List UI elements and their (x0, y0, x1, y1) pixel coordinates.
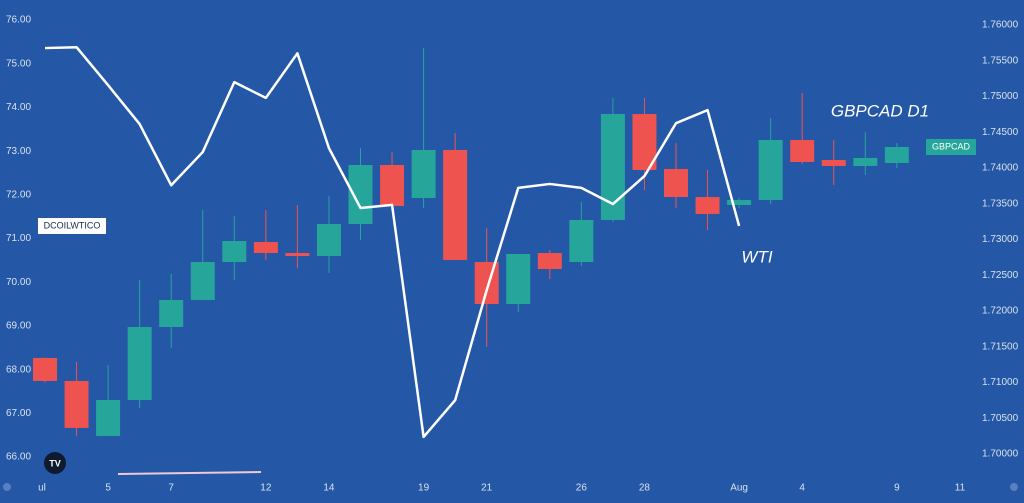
x-tick-label: 28 (639, 483, 651, 494)
candle-body (64, 380, 89, 428)
series-label-box (38, 218, 106, 234)
series-label: GBPCAD (932, 141, 971, 151)
y-tick-label: 66.00 (6, 452, 31, 463)
x-tick-label: 19 (418, 483, 430, 494)
y2-tick-label: 1.74000 (982, 163, 1019, 174)
candle-body (727, 200, 752, 205)
series-label-box (926, 138, 976, 155)
y-tick-label: 76.00 (6, 15, 31, 26)
settings-icon[interactable] (3, 483, 11, 491)
candle-body (190, 262, 215, 300)
x-tick-label: ul (38, 483, 46, 494)
y-tick-label: 68.00 (6, 364, 31, 375)
y-tick-label: 67.00 (6, 408, 31, 419)
y2-tick-label: 1.73500 (982, 198, 1019, 209)
series-label: DCOILWTICO (44, 220, 101, 230)
y-tick-label: 69.00 (6, 321, 31, 332)
y2-tick-label: 1.73000 (982, 234, 1019, 245)
candle-body (790, 139, 815, 163)
candle-body (222, 241, 247, 263)
candle-body (884, 146, 909, 164)
x-tick-label: 5 (105, 483, 111, 494)
candle-body (821, 160, 846, 167)
candle-body (474, 262, 499, 304)
svg-text:TV: TV (49, 458, 61, 468)
y2-tick-label: 1.71500 (982, 341, 1019, 352)
candle-body (443, 149, 468, 261)
annotation: GBPCAD D1 (831, 101, 929, 120)
candle-body (316, 223, 341, 257)
x-tick-label: 12 (260, 483, 272, 494)
candle-body (537, 253, 562, 270)
candle-body (758, 139, 783, 201)
x-tick-label: 14 (323, 483, 335, 494)
settings-icon[interactable] (1010, 483, 1018, 491)
annotation: WTI (741, 247, 772, 266)
y2-tick-label: 1.70500 (982, 413, 1019, 424)
candle-body (96, 400, 121, 436)
x-tick-label: 11 (955, 483, 966, 494)
candle-body (506, 254, 531, 304)
candle-body (695, 197, 720, 214)
candle-body (853, 157, 878, 167)
candle-body (600, 114, 625, 220)
candle-body (664, 169, 688, 198)
candle-body (127, 327, 152, 401)
y2-tick-label: 1.71000 (982, 377, 1019, 388)
y-tick-label: 72.00 (6, 190, 31, 201)
x-tick-label: 7 (168, 483, 174, 494)
x-tick-label: 21 (481, 483, 493, 494)
y2-tick-label: 1.72500 (982, 270, 1019, 281)
y-tick-label: 71.00 (6, 233, 31, 244)
candle-body (33, 357, 57, 381)
drawing (117, 471, 262, 475)
y2-tick-label: 1.76000 (982, 20, 1019, 31)
candle-body (159, 299, 184, 328)
candle-body (569, 219, 594, 263)
y-tick-label: 74.00 (6, 102, 31, 113)
candle-body (411, 149, 436, 199)
y2-tick-label: 1.72000 (982, 306, 1019, 317)
candle-body (253, 242, 278, 254)
y-tick-label: 70.00 (6, 277, 31, 288)
y-tick-label: 73.00 (6, 146, 31, 157)
line (44, 45, 741, 439)
y2-tick-label: 1.70000 (982, 449, 1019, 460)
y-tick-label: 75.00 (6, 58, 31, 69)
y2-tick-label: 1.74500 (982, 127, 1019, 138)
x-tick-label: 9 (894, 483, 900, 494)
x-tick-label: Aug (730, 483, 748, 494)
candle-body (285, 253, 310, 257)
y2-tick-label: 1.75500 (982, 55, 1019, 66)
x-tick-label: 4 (799, 483, 805, 494)
candle-body (380, 165, 405, 206)
logo: TV (44, 452, 66, 474)
x-tick-label: 26 (576, 483, 588, 494)
y2-tick-label: 1.75000 (982, 91, 1019, 102)
